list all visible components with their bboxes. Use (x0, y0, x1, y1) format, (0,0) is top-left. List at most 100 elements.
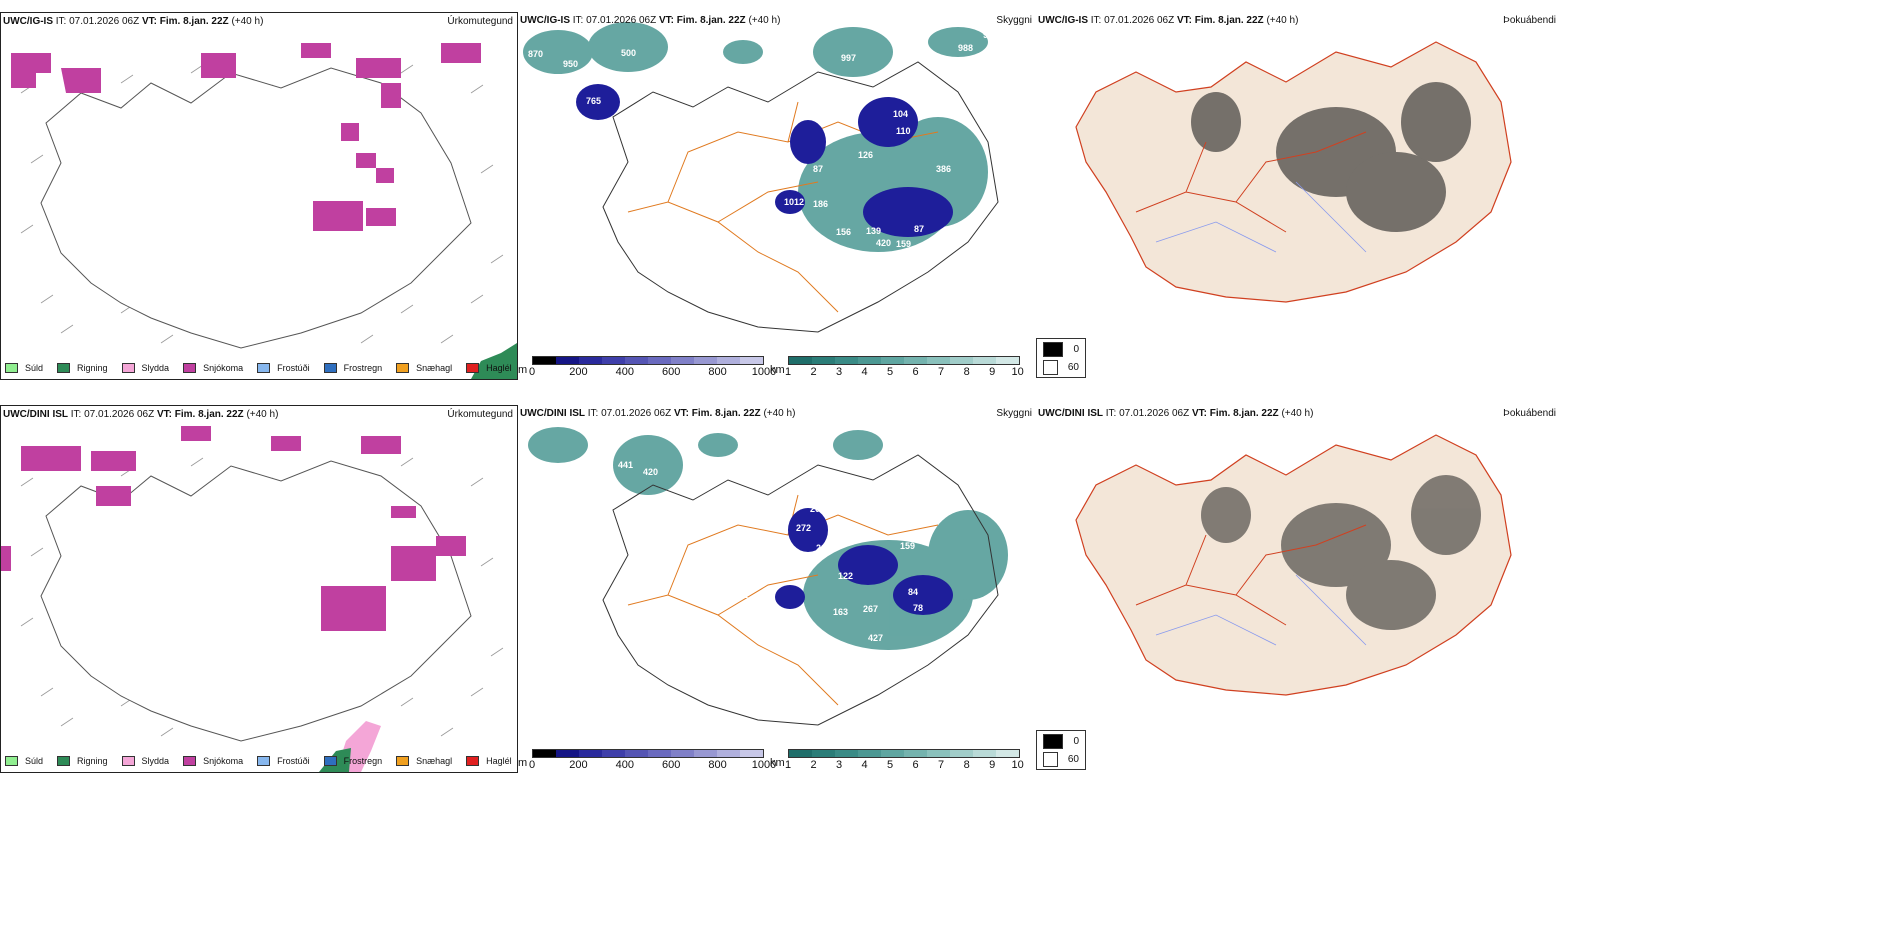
vis-label: 186 (813, 199, 828, 209)
tick-label: 5 (887, 759, 894, 771)
tick-label: 8 (963, 366, 970, 378)
tick-label: 3 (835, 366, 843, 378)
tick-label: 4 (861, 759, 868, 771)
legend-item: Frostúði (257, 363, 310, 373)
precip-legend: Súld Rigning Slydda Snjókoma Frostúði Fr… (5, 363, 517, 373)
vis-label: 988 (958, 43, 973, 53)
tick-label: 10 (1011, 759, 1024, 771)
legend-swatch (57, 756, 71, 766)
panel-title: Skyggni (996, 15, 1032, 26)
key-row: 60 (1043, 752, 1079, 767)
iceland-precip-map (11, 43, 517, 379)
legend-item: Slydda (121, 363, 169, 373)
tick-label: 200 (569, 759, 588, 771)
key-row: 60 (1043, 360, 1079, 375)
tick-label: 6 (912, 759, 919, 771)
tick-label: 2 (810, 366, 817, 378)
vis-label: 152 (733, 590, 748, 600)
snow-area (321, 586, 386, 631)
tick-label: 2 (810, 759, 817, 771)
rain-area (471, 343, 517, 379)
precip-legend: Súld Rigning Slydda Snjókoma Frostúði Fr… (5, 756, 517, 766)
tick-label: 9 (989, 366, 996, 378)
colorbar-ticks: 0 200 400 600 800 1000 (529, 365, 776, 378)
legend-swatch (121, 363, 135, 373)
vis-label: 104 (893, 109, 908, 119)
run-header: UWC/IG-IS IT: 07.01.2026 06Z VT: Fim. 8.… (1038, 15, 1299, 26)
snow-area (271, 436, 301, 451)
panel-title: Úrkomutegund (447, 16, 513, 27)
vis-label: 441 (618, 460, 633, 470)
colorbar-ticks: 1 2 3 4 5 6 7 8 9 10 (785, 365, 1024, 378)
snow-area (91, 451, 136, 471)
vis-label: 870 (528, 49, 543, 59)
visibility-panel-row2: 441 420 104 205 272 212 152 163 267 427 … (518, 405, 1036, 771)
snow-area (1, 546, 11, 571)
panel-title: Úrkomutegund (447, 409, 513, 420)
colorbar-swatches (788, 356, 1020, 365)
tick-label: 8 (963, 759, 970, 771)
legend-swatch (396, 756, 410, 766)
tick-label: 800 (708, 366, 727, 378)
vis-label: 1012 (784, 197, 804, 207)
legend-item: Haglél (466, 756, 512, 766)
vis-label: 156 (836, 227, 851, 237)
legend-item: Rigning (57, 756, 108, 766)
visibility-panel-row1: 870 500 950 997 983 988 765 104 110 87 1… (518, 12, 1036, 378)
key-row: 0 (1043, 734, 1079, 749)
vis-label: 212 (816, 543, 831, 553)
vis-label: 78 (913, 603, 923, 613)
fog-index-panel-row1: UWC/IG-IS IT: 07.01.2026 06Z VT: Fim. 8.… (1036, 12, 1560, 342)
legend-swatch (323, 756, 337, 766)
legend-item: Súld (5, 756, 43, 766)
fog-index-panel-row2: UWC/DINI ISL IT: 07.01.2026 06Z VT: Fim.… (1036, 405, 1560, 735)
tick-label: 400 (615, 759, 634, 771)
visibility-m-colorbar: m 0 200 400 600 800 1000 (518, 749, 776, 771)
legend-item: Frostregn (323, 363, 382, 373)
precip-type-panel-row2: UWC/DINI ISL IT: 07.01.2026 06Z VT: Fim.… (0, 405, 518, 773)
colorbar-ticks: 0 200 400 600 800 1000 (528, 758, 776, 771)
snow-area (366, 208, 396, 226)
legend-swatch (5, 756, 18, 766)
legend-item: Frostúði (257, 756, 310, 766)
snow-area (391, 506, 416, 518)
vis-label: 427 (868, 633, 883, 643)
vis-label: 267 (863, 604, 878, 614)
vis-label: 420 (643, 467, 658, 477)
iceland-fog-map (1075, 434, 1512, 696)
vis-label: 159 (900, 541, 915, 551)
visibility-labels: 870 500 950 997 983 988 765 104 110 87 1… (528, 30, 998, 249)
legend-swatch (396, 363, 410, 373)
vis-label: 386 (936, 164, 951, 174)
unit-label: km (770, 757, 785, 769)
key-row: 0 (1043, 342, 1079, 357)
tick-label: 600 (662, 759, 681, 771)
run-header: UWC/DINI ISL IT: 07.01.2026 06Z VT: Fim.… (520, 408, 796, 419)
legend-swatch (183, 363, 197, 373)
legend-item: Haglél (466, 363, 512, 373)
tick-label: 7 (938, 366, 945, 378)
tick-label: 0 (528, 759, 536, 771)
vis-label: 950 (563, 59, 578, 69)
vis-label: 87 (914, 224, 924, 234)
key-swatch (1043, 734, 1064, 749)
legend-swatch (257, 363, 271, 373)
legend-swatch (5, 363, 18, 373)
precip-type-panel-row1: UWC/IG-IS IT: 07.01.2026 06Z VT: Fim. 8.… (0, 12, 518, 380)
snow-area (341, 123, 359, 141)
tick-label: 600 (662, 366, 681, 378)
legend-item: Súld (5, 363, 43, 373)
vis-label: 420 (876, 238, 891, 248)
run-header: UWC/IG-IS IT: 07.01.2026 06Z VT: Fim. 8.… (3, 16, 264, 27)
iceland-outline (602, 454, 999, 726)
snow-area (356, 58, 401, 78)
snow-area (441, 43, 481, 63)
legend-item: Snæhagl (396, 363, 452, 373)
legend-swatch (466, 363, 480, 373)
unit-label: m (518, 757, 528, 769)
tick-label: 5 (887, 366, 894, 378)
legend-item: Frostregn (323, 756, 382, 766)
legend-item: Snæhagl (396, 756, 452, 766)
snow-area (381, 83, 401, 108)
legend-swatch (466, 756, 480, 766)
